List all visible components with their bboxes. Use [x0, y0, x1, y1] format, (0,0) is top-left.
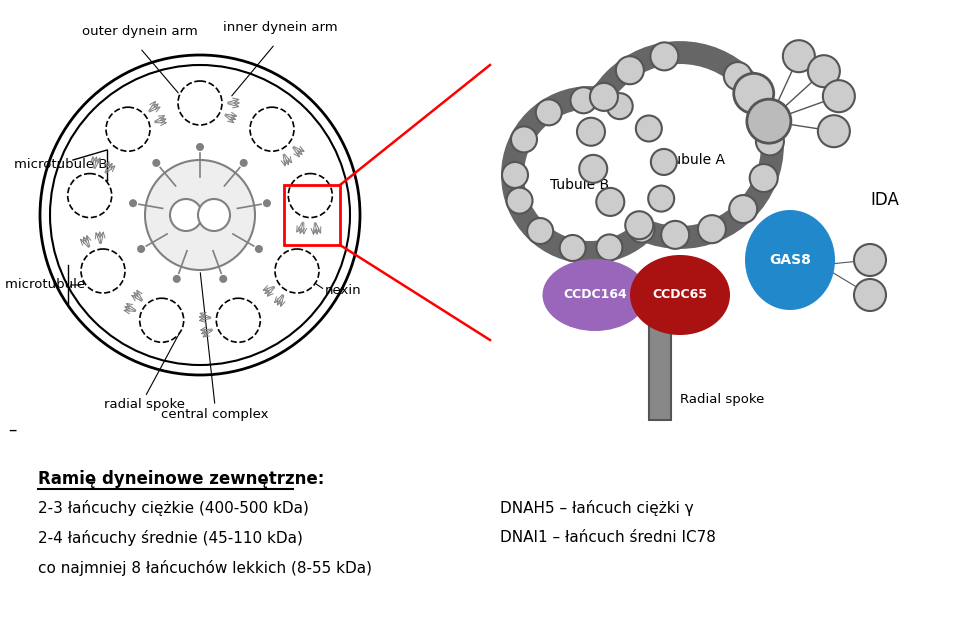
Circle shape — [255, 245, 263, 253]
Text: central complex: central complex — [161, 408, 269, 421]
Circle shape — [170, 199, 202, 231]
Circle shape — [596, 188, 624, 216]
Circle shape — [507, 188, 533, 214]
Circle shape — [196, 143, 204, 151]
Circle shape — [854, 244, 886, 276]
Circle shape — [599, 64, 761, 226]
Text: –: – — [8, 421, 16, 439]
Circle shape — [854, 279, 886, 311]
Circle shape — [616, 56, 644, 84]
Circle shape — [607, 93, 633, 119]
Text: inner dynein arm: inner dynein arm — [223, 21, 337, 35]
Ellipse shape — [630, 255, 730, 335]
Circle shape — [661, 221, 689, 249]
Circle shape — [629, 217, 655, 243]
Circle shape — [250, 107, 294, 151]
Circle shape — [650, 42, 679, 71]
Circle shape — [502, 162, 528, 188]
Text: Tubule A: Tubule A — [665, 153, 725, 167]
Circle shape — [579, 155, 608, 183]
Circle shape — [577, 118, 605, 146]
Circle shape — [818, 115, 850, 147]
Circle shape — [636, 115, 661, 142]
Text: DNAH5 – łańcuch ciężki γ: DNAH5 – łańcuch ciężki γ — [500, 500, 694, 516]
Circle shape — [153, 159, 160, 167]
Text: DNAI1 – łańcuch średni IC78: DNAI1 – łańcuch średni IC78 — [500, 530, 716, 545]
Circle shape — [524, 109, 656, 241]
Circle shape — [511, 127, 537, 152]
Circle shape — [140, 298, 183, 342]
Circle shape — [288, 173, 332, 217]
Text: Tubule B: Tubule B — [550, 178, 610, 192]
Bar — [284, 185, 340, 245]
Circle shape — [625, 211, 653, 239]
Circle shape — [145, 160, 255, 270]
Circle shape — [68, 173, 111, 217]
Circle shape — [724, 62, 752, 90]
Circle shape — [730, 195, 757, 223]
Text: nexin: nexin — [325, 284, 362, 297]
Circle shape — [275, 249, 319, 293]
Circle shape — [808, 55, 840, 87]
Circle shape — [216, 298, 260, 342]
Text: Radial spoke: Radial spoke — [680, 394, 764, 406]
Circle shape — [263, 199, 271, 207]
Text: GAS8: GAS8 — [769, 253, 811, 267]
Text: Ramię dyneinowe zewnętrzne:: Ramię dyneinowe zewnętrzne: — [38, 470, 324, 488]
Text: CCDC65: CCDC65 — [653, 289, 708, 302]
Circle shape — [698, 215, 726, 243]
Circle shape — [178, 81, 222, 125]
Circle shape — [219, 275, 228, 283]
Circle shape — [750, 164, 778, 192]
Circle shape — [747, 91, 775, 119]
Circle shape — [137, 245, 145, 253]
Text: radial spoke: radial spoke — [105, 398, 185, 411]
Bar — [649, 320, 671, 420]
Text: 2-3 łańcuchy ciężkie (400-500 kDa): 2-3 łańcuchy ciężkie (400-500 kDa) — [38, 500, 309, 516]
Circle shape — [536, 100, 562, 125]
Ellipse shape — [745, 210, 835, 310]
Circle shape — [596, 234, 622, 260]
Circle shape — [129, 199, 137, 207]
Circle shape — [527, 218, 553, 244]
Text: 2-4 łańcuchy średnie (45-110 kDa): 2-4 łańcuchy średnie (45-110 kDa) — [38, 530, 302, 546]
Text: microtubule A: microtubule A — [5, 278, 99, 292]
Circle shape — [560, 235, 586, 261]
Circle shape — [590, 83, 618, 111]
Circle shape — [570, 88, 596, 113]
Circle shape — [823, 80, 854, 112]
Text: microtubule B: microtubule B — [14, 159, 108, 171]
Circle shape — [198, 199, 230, 231]
Circle shape — [173, 275, 180, 283]
Text: IDA: IDA — [870, 191, 899, 209]
Circle shape — [782, 40, 815, 72]
Text: outer dynein arm: outer dynein arm — [83, 25, 198, 38]
Circle shape — [756, 127, 784, 156]
Ellipse shape — [542, 259, 647, 331]
Circle shape — [240, 159, 248, 167]
Circle shape — [106, 107, 150, 151]
Circle shape — [733, 73, 774, 113]
Text: CCDC164: CCDC164 — [564, 289, 627, 302]
Circle shape — [648, 186, 674, 212]
Circle shape — [81, 249, 125, 293]
Text: co najmniej 8 łańcuchów lekkich (8-55 kDa): co najmniej 8 łańcuchów lekkich (8-55 kD… — [38, 560, 372, 576]
Circle shape — [651, 149, 677, 175]
Circle shape — [747, 99, 791, 143]
